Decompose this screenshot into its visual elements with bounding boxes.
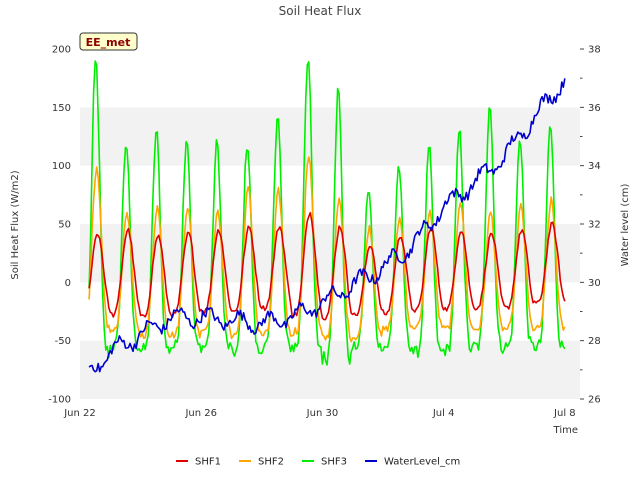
grid-band bbox=[80, 340, 580, 399]
badge-box bbox=[79, 32, 138, 51]
plot-bands bbox=[80, 49, 580, 399]
legend: SHF1 SHF2 SHF3 WaterLevel_cm bbox=[176, 457, 460, 468]
series-layer bbox=[88, 60, 566, 373]
y-tick-label: 100 bbox=[52, 161, 71, 172]
y2-tick-label: 28 bbox=[588, 336, 601, 347]
y-tick-label: 0 bbox=[65, 278, 71, 289]
series-line-waterlevel-cm bbox=[88, 78, 566, 373]
x-tick-label: Jul 8 bbox=[553, 408, 576, 419]
x-tick-label: Jun 30 bbox=[306, 408, 339, 419]
y2-axis-title: Water level (cm) bbox=[620, 184, 631, 267]
series-line-shf1 bbox=[88, 211, 566, 321]
y-tick-label: 200 bbox=[52, 45, 71, 56]
grid-band bbox=[80, 107, 580, 166]
legend-label: SHF1 bbox=[195, 457, 221, 468]
badge-label: EE_met bbox=[86, 36, 131, 49]
y-axis-title: Soil Heat Flux (W/m2) bbox=[10, 170, 21, 279]
series-line-shf3 bbox=[88, 60, 566, 366]
x-tick-label: Jul 4 bbox=[432, 408, 455, 419]
ee-met-badge: EE_met bbox=[79, 32, 138, 51]
y2-tick-label: 32 bbox=[588, 220, 601, 231]
y2-tick-label: 36 bbox=[588, 103, 601, 114]
legend-label: SHF2 bbox=[258, 457, 284, 468]
y2-axis-ticks: 26 28 30 32 34 36 38 bbox=[580, 45, 601, 406]
y-tick-label: 50 bbox=[58, 220, 71, 231]
y2-tick-label: 30 bbox=[588, 278, 601, 289]
y2-tick-label: 34 bbox=[588, 161, 601, 172]
y-tick-label: -100 bbox=[48, 395, 71, 406]
y-tick-label: 150 bbox=[52, 103, 71, 114]
x-tick-label: Jun 26 bbox=[184, 408, 217, 419]
grid-band bbox=[80, 165, 580, 224]
y2-tick-label: 26 bbox=[588, 395, 601, 406]
y-tick-label: -50 bbox=[55, 336, 71, 347]
chart-title: Soil Heat Flux bbox=[279, 4, 362, 18]
x-axis-ticks: Jun 22 Jun 26 Jun 30 Jul 4 Jul 8 bbox=[63, 408, 575, 419]
grid-band bbox=[80, 49, 580, 108]
y-axis-ticks: -100 -50 0 50 100 150 200 bbox=[48, 45, 71, 406]
x-tick-label: Jun 22 bbox=[63, 408, 96, 419]
y2-tick-label: 38 bbox=[588, 45, 601, 56]
x-axis-title: Time bbox=[553, 425, 578, 436]
legend-label: WaterLevel_cm bbox=[384, 457, 460, 468]
legend-label: SHF3 bbox=[321, 457, 347, 468]
